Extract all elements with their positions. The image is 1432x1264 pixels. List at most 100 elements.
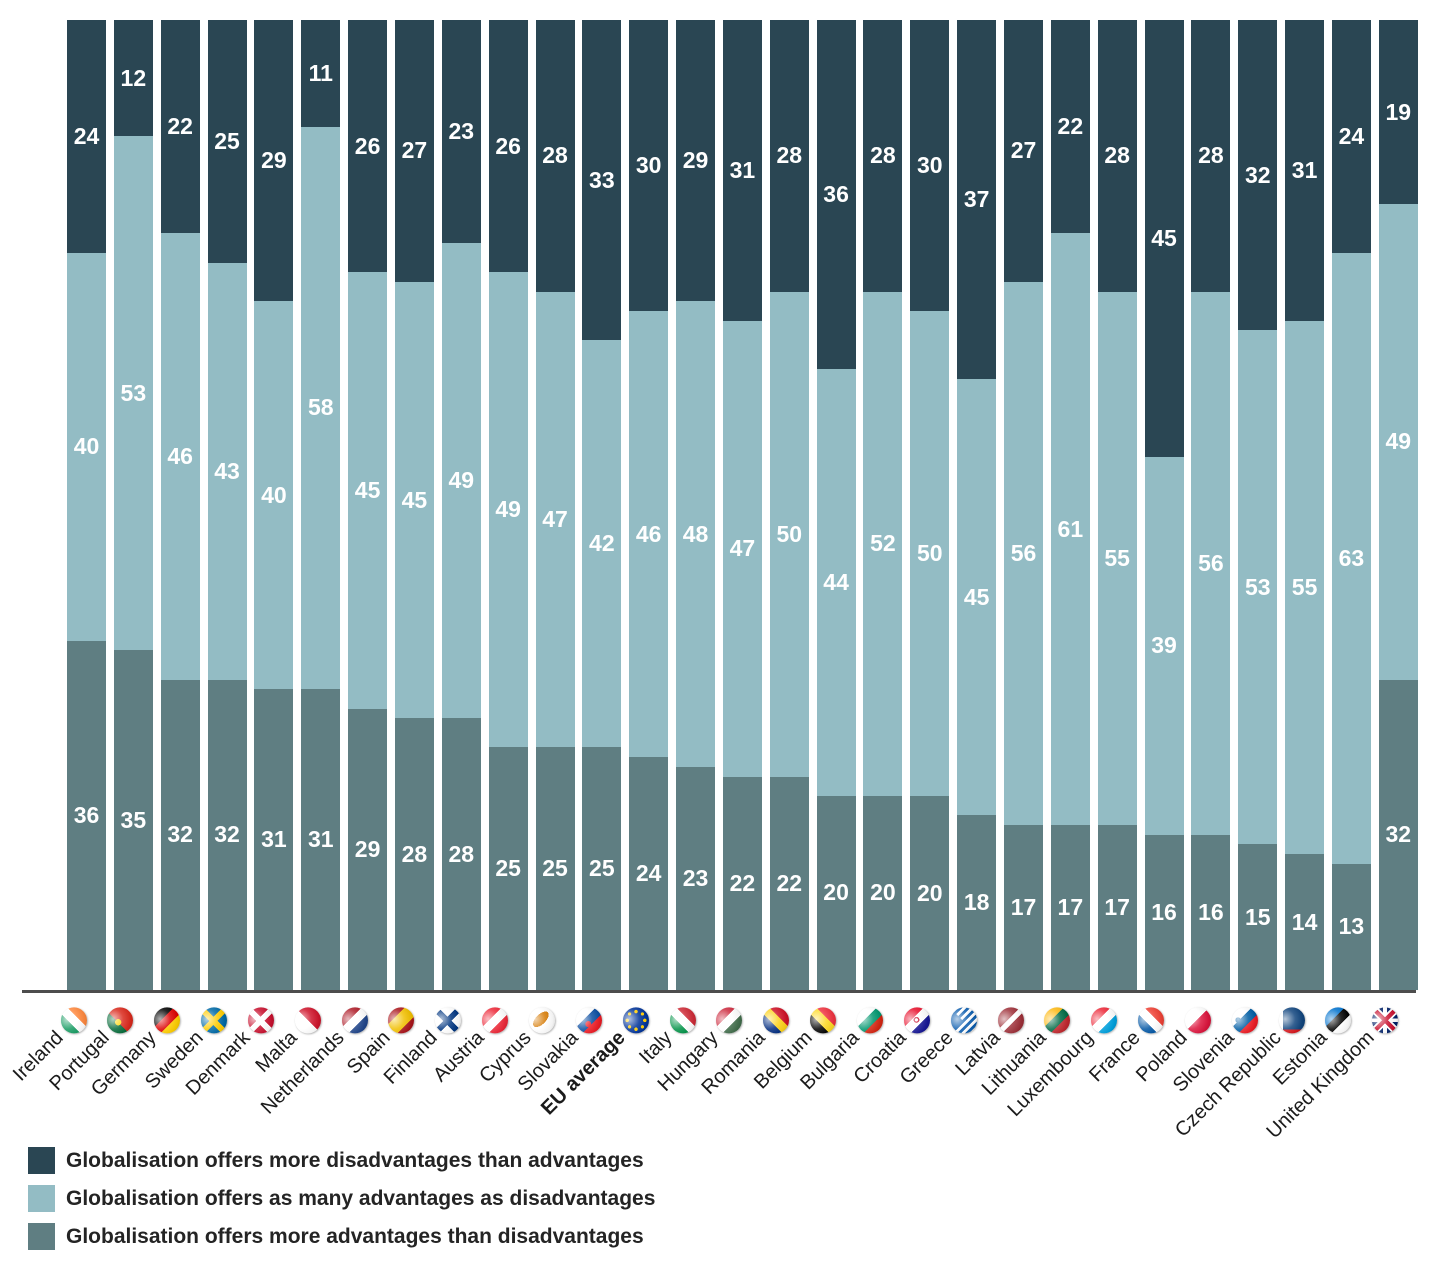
axis-label-poland: Poland: [1021, 1002, 1217, 1197]
bar-portugal: 12 53 35: [113, 20, 153, 990]
country-name: Spain: [342, 1026, 395, 1079]
bar-croatia: 30 50 20: [910, 20, 950, 990]
value-label: 45: [1151, 224, 1177, 251]
value-label: 30: [917, 152, 943, 178]
segment-as-many: 52: [863, 291, 903, 796]
value-label: 55: [1291, 573, 1318, 600]
value-label: 23: [682, 864, 709, 891]
value-label: 17: [1010, 894, 1037, 921]
value-label: 18: [963, 889, 990, 916]
value-label: 44: [823, 569, 849, 596]
value-label: 53: [120, 379, 147, 406]
segment-advantages: 20: [816, 795, 856, 990]
value-label: 45: [354, 476, 381, 503]
bar-united-kingdom: 19 49 32: [1378, 20, 1418, 990]
value-label: 24: [73, 122, 100, 149]
segment-as-many: 39: [1144, 456, 1184, 835]
value-label: 46: [635, 520, 662, 547]
country-name: Malta: [250, 1026, 302, 1077]
legend-label: Globalisation offers as many advantages …: [66, 1186, 656, 1210]
country-name: Ireland: [7, 1026, 67, 1086]
legend-item-as-many: Globalisation offers as many advantages …: [28, 1185, 655, 1212]
netherlands-flag-icon: [336, 1002, 373, 1039]
united-kingdom-flag-icon: [1366, 1002, 1404, 1039]
country-name: Croatia: [848, 1026, 911, 1088]
value-label: 50: [917, 540, 943, 566]
country-name: EU average: [536, 1026, 629, 1120]
spain-flag-icon: [383, 1002, 420, 1039]
value-label: 39: [1151, 632, 1177, 659]
segment-as-many: 56: [1004, 281, 1043, 826]
legend-swatch-disadvantages: [28, 1147, 55, 1174]
italy-flag-icon: [664, 1002, 701, 1039]
value-label: 33: [589, 166, 615, 193]
segment-advantages: 20: [910, 796, 950, 990]
segment-advantages: 20: [863, 795, 903, 990]
greece-flag-icon: [945, 1002, 983, 1039]
bar-czech-republic: 31 55 14: [1285, 20, 1325, 990]
bar-hungary: 31 47 22: [722, 20, 762, 990]
value-label: 13: [1338, 913, 1365, 940]
value-label: 49: [495, 496, 521, 523]
value-label: 22: [167, 113, 193, 140]
country-name: Greece: [894, 1026, 957, 1089]
value-label: 16: [1151, 898, 1177, 925]
finland-flag-icon: [429, 1002, 467, 1039]
value-label: 32: [167, 821, 193, 848]
value-label: 31: [261, 826, 287, 853]
segment-advantages: 23: [676, 766, 716, 990]
segment-as-many: 50: [769, 291, 809, 777]
country-name: Romania: [697, 1026, 770, 1099]
malta-flag-icon: [289, 1002, 327, 1039]
segment-disadvantages: 28: [535, 20, 575, 292]
value-label: 56: [1198, 549, 1224, 576]
slovakia-flag-icon: [570, 1002, 608, 1039]
bar-poland: 28 56 16: [1191, 20, 1231, 990]
segment-as-many: 49: [1378, 204, 1418, 680]
legend-label: Globalisation offers more disadvantages …: [66, 1148, 644, 1172]
country-name: Finland: [379, 1026, 442, 1089]
value-label: 28: [542, 142, 568, 169]
bar-ireland: 24 40 36: [67, 20, 106, 990]
axis-label-greece: Greece: [787, 1002, 983, 1197]
segment-disadvantages: 30: [910, 20, 950, 311]
segment-as-many: 42: [582, 340, 622, 748]
value-label: 31: [729, 156, 756, 183]
bar-germany: 22 46 32: [160, 20, 200, 990]
value-label: 40: [261, 481, 287, 508]
eu-average-flag-icon: [617, 1002, 655, 1039]
country-name: Poland: [1131, 1026, 1192, 1086]
segment-disadvantages: 28: [863, 20, 903, 292]
segment-as-many: 53: [113, 136, 153, 651]
segment-as-many: 40: [67, 252, 106, 641]
value-label: 29: [682, 147, 709, 174]
segment-disadvantages: 19: [1378, 20, 1418, 205]
segment-as-many: 49: [441, 243, 481, 719]
segment-advantages: 29: [348, 708, 388, 990]
country-name: Cyprus: [474, 1026, 536, 1087]
bar-cyprus: 28 47 25: [535, 20, 575, 990]
value-label: 47: [729, 535, 756, 562]
segment-as-many: 56: [1191, 291, 1231, 835]
segment-disadvantages: 28: [1097, 20, 1137, 292]
sweden-flag-icon: [195, 1002, 233, 1039]
country-name: Estonia: [1268, 1026, 1332, 1090]
poland-flag-icon: [1179, 1002, 1217, 1039]
value-label: 24: [635, 860, 662, 887]
segment-advantages: 14: [1285, 854, 1325, 990]
segment-as-many: 43: [207, 262, 247, 680]
axis-label-estonia: Estonia: [1162, 1002, 1357, 1197]
axis-label-latvia: Latvia: [834, 1002, 1029, 1197]
value-label: 31: [307, 826, 334, 853]
country-name: Belgium: [749, 1026, 817, 1094]
segment-disadvantages: 36: [816, 20, 856, 370]
value-label: 20: [823, 879, 849, 906]
value-label: 52: [870, 530, 896, 557]
value-label: 37: [963, 185, 990, 212]
segment-advantages: 32: [1378, 679, 1418, 990]
country-name: Bulgaria: [795, 1026, 864, 1094]
axis-label-slovenia: Slovenia: [1068, 1002, 1264, 1197]
value-label: 17: [1104, 894, 1130, 921]
segment-as-many: 45: [348, 272, 388, 709]
